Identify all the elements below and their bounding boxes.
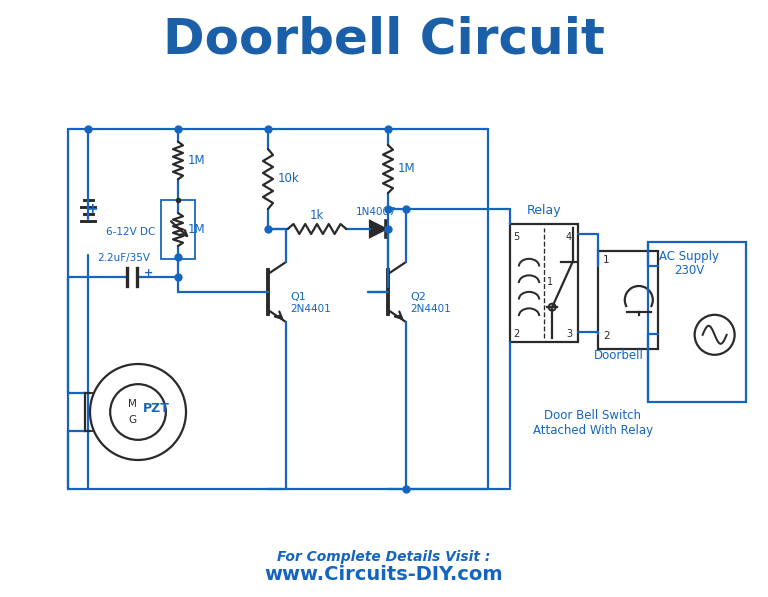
Text: 2N4401: 2N4401 xyxy=(410,304,451,314)
Text: 1M: 1M xyxy=(188,223,206,236)
Text: 4: 4 xyxy=(566,232,572,242)
Text: Q1: Q1 xyxy=(290,292,306,302)
Text: 5: 5 xyxy=(513,232,519,242)
Text: 2: 2 xyxy=(513,329,519,339)
Text: +: + xyxy=(144,268,154,278)
Text: 2.2uF/35V: 2.2uF/35V xyxy=(98,253,151,263)
Text: Doorbell Circuit: Doorbell Circuit xyxy=(163,15,605,63)
Text: 1k: 1k xyxy=(310,209,324,222)
Bar xyxy=(648,242,746,402)
Text: 2N4401: 2N4401 xyxy=(290,304,331,314)
Polygon shape xyxy=(370,221,386,237)
Text: Attached With Relay: Attached With Relay xyxy=(533,424,653,437)
Text: +: + xyxy=(86,202,98,216)
Text: For Complete Details Visit :: For Complete Details Visit : xyxy=(277,550,491,564)
Text: 1: 1 xyxy=(548,277,554,287)
Text: 1M: 1M xyxy=(398,162,415,176)
Circle shape xyxy=(548,304,556,310)
Text: Q2: Q2 xyxy=(410,292,426,302)
Text: 1N4007: 1N4007 xyxy=(356,207,396,217)
Text: 230V: 230V xyxy=(674,264,704,277)
Text: 2: 2 xyxy=(603,331,610,341)
Bar xyxy=(598,251,658,349)
Text: Door Bell Switch: Door Bell Switch xyxy=(545,409,641,422)
Text: 1: 1 xyxy=(603,255,610,265)
Text: www.Circuits-DIY.com: www.Circuits-DIY.com xyxy=(265,565,503,584)
Text: 6-12V DC: 6-12V DC xyxy=(106,227,155,237)
Text: Relay: Relay xyxy=(527,204,561,217)
Text: Doorbell: Doorbell xyxy=(594,349,644,362)
Bar xyxy=(161,200,195,259)
Text: 3: 3 xyxy=(566,329,572,339)
Text: M: M xyxy=(128,399,137,409)
Text: 1M: 1M xyxy=(188,154,206,167)
Bar xyxy=(510,224,578,342)
Text: 10k: 10k xyxy=(278,173,300,186)
Text: PZT: PZT xyxy=(143,402,170,414)
Text: G: G xyxy=(128,415,136,425)
Text: AC Supply: AC Supply xyxy=(659,250,719,263)
